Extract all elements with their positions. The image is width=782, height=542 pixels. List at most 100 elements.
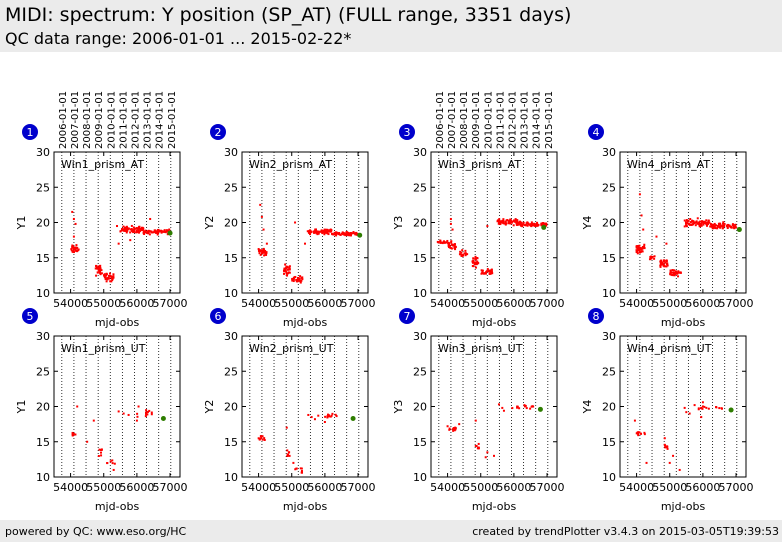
data-point [75,244,78,247]
data-point [335,231,338,234]
data-point [162,230,165,233]
data-point [660,263,663,266]
panel-number-badge [399,124,415,140]
data-point [323,228,326,231]
last-data-point [167,230,173,236]
data-point [451,228,454,231]
data-point [117,410,120,413]
data-point [685,411,688,414]
y-tick-label: 10 [413,471,427,484]
data-point [511,220,514,223]
data-point [727,223,730,226]
x-tick-label: 56000 [307,481,342,494]
date-tick-label: 2006-01-01 [435,91,446,149]
data-point [327,233,330,236]
data-point [77,249,80,252]
data-point [448,428,451,431]
data-point [453,246,456,249]
data-point [693,222,696,225]
data-point [663,265,666,268]
data-point [696,222,699,225]
date-tick-label: 2014-01-01 [532,91,543,149]
data-point [288,265,291,268]
data-point [731,223,734,226]
data-point [705,221,708,224]
data-point [513,219,516,222]
data-point [165,230,168,233]
y-tick-label: 25 [36,181,50,194]
data-point [449,246,452,249]
data-point [671,273,674,276]
y-tick-label: 20 [602,217,616,230]
data-point [309,233,312,236]
x-axis-label: mjd-obs [95,500,140,513]
data-point [705,223,708,226]
data-point [291,279,294,282]
date-tick-label: 2008-01-01 [82,91,93,149]
panel-number: 6 [215,310,222,323]
data-point [155,231,158,234]
data-point [111,279,114,282]
plot-frame [53,151,181,294]
date-tick-label: 2012-01-01 [507,91,518,149]
data-point [109,280,112,283]
data-point [136,415,139,418]
date-tick-label: 2009-01-01 [94,91,105,149]
data-point [699,220,702,223]
date-tick-label: 2013-01-01 [143,91,154,149]
data-point [659,260,662,263]
data-point [461,249,464,252]
data-point [319,230,322,233]
data-point [485,270,488,273]
data-point [530,225,533,228]
data-point [121,228,124,231]
data-point [501,406,504,409]
data-point [499,221,502,224]
data-point [505,222,508,225]
data-point [152,231,155,234]
x-tick-label: 56000 [119,481,154,494]
data-point [728,225,731,228]
x-tick-label: 55000 [86,297,121,310]
y-axis-label: Y4 [581,216,594,231]
data-point [702,222,705,225]
data-point [99,451,102,454]
data-point [260,215,263,218]
data-point [72,217,75,220]
data-point [149,230,152,233]
data-point [510,221,513,224]
date-tick-label: 2008-01-01 [459,91,470,149]
data-point [708,221,711,224]
data-point [283,267,286,270]
data-point [516,223,519,226]
y-tick-label: 25 [224,365,238,378]
data-point [472,257,475,260]
data-point [296,279,299,282]
y-tick-label: 20 [36,217,50,230]
data-point [477,262,480,265]
data-point [288,268,291,271]
y-tick-label: 30 [36,146,50,159]
data-point [665,265,668,268]
data-point [284,270,287,273]
y-tick-label: 25 [413,365,427,378]
data-point [712,225,715,228]
data-point [157,230,160,233]
data-point [329,230,332,233]
x-axis-label: mjd-obs [472,500,517,513]
data-point [683,225,686,228]
data-point [518,223,521,226]
data-point [700,221,703,224]
data-point [285,265,288,268]
data-point [641,247,644,250]
data-point [651,255,654,258]
data-point [137,229,140,232]
data-point [119,230,122,233]
data-point [72,235,75,238]
y-tick-label: 30 [413,330,427,343]
date-tick-label: 2010-01-01 [483,91,494,149]
last-data-point [350,415,356,421]
data-point [697,407,700,410]
data-point [133,229,136,232]
